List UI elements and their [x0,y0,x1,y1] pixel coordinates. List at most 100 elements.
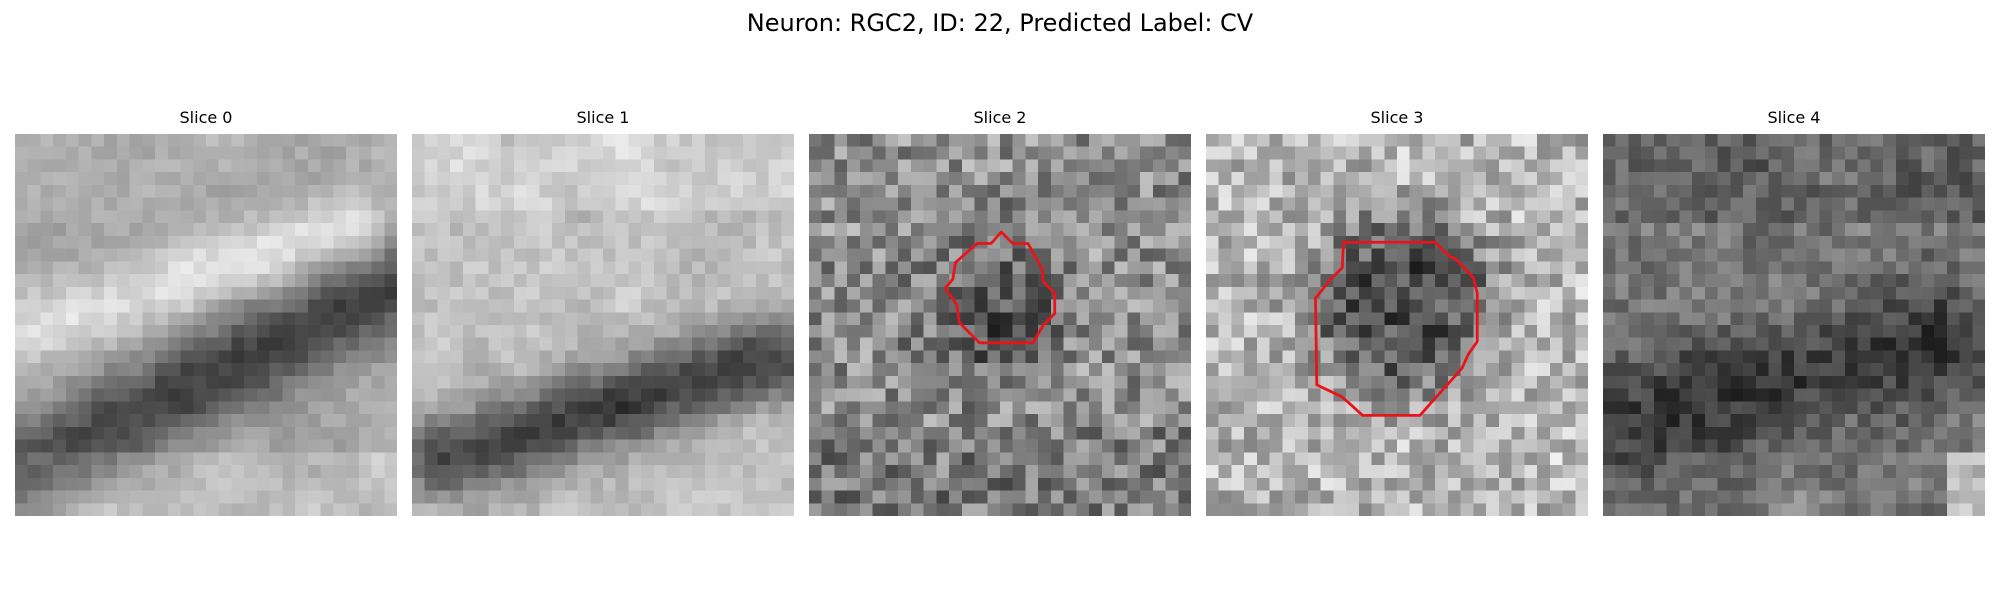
image-pixel [269,363,283,377]
image-pixel [155,401,169,415]
image-pixel [15,146,28,160]
image-pixel [27,490,41,504]
image-pixel [1050,197,1064,211]
image-pixel [1218,452,1232,466]
image-pixel [1206,490,1219,504]
image-pixel [1333,439,1347,453]
image-pixel [1666,312,1680,326]
image-pixel [1857,248,1871,262]
image-pixel [1397,223,1410,237]
image-pixel [475,350,489,364]
image-pixel [1549,452,1563,466]
image-pixel [1934,248,1948,262]
image-pixel [847,477,861,491]
image-pixel [256,312,270,326]
image-pixel [1511,210,1525,224]
image-pixel [1371,248,1385,262]
image-pixel [1653,414,1667,428]
image-pixel [539,337,553,351]
image-pixel [1114,452,1128,466]
image-pixel [1679,274,1693,288]
image-pixel [1641,439,1655,453]
image-pixel [577,426,591,440]
image-pixel [1152,337,1166,351]
image-pixel [821,414,835,428]
image-pixel [1101,159,1115,173]
image-pixel [1628,286,1642,300]
image-pixel [1641,235,1655,249]
image-pixel [564,388,578,402]
image-pixel [1549,325,1563,338]
slice-panel-4: Slice 4 [1603,108,1985,516]
image-pixel [1511,477,1525,491]
image-pixel [412,146,425,160]
image-pixel [1549,375,1563,389]
image-pixel [15,401,28,415]
image-pixel [564,235,578,249]
image-pixel [1908,299,1922,313]
image-pixel [53,286,67,300]
image-pixel [488,388,502,402]
image-pixel [539,350,553,364]
image-pixel [1628,172,1642,186]
image-pixel [1486,401,1500,415]
image-pixel [462,325,476,338]
image-pixel [1575,477,1588,491]
image-pixel [885,172,899,186]
image-pixel [333,184,347,198]
image-pixel [282,477,296,491]
image-pixel [1140,210,1154,224]
image-pixel [1000,452,1013,466]
image-pixel [1114,261,1128,275]
image-pixel [295,312,309,326]
image-pixel [1717,274,1731,288]
image-pixel [1256,363,1270,377]
image-pixel [859,490,873,504]
image-pixel [1165,134,1179,147]
image-pixel [206,274,219,288]
image-pixel [256,261,270,275]
image-pixel [1549,134,1563,147]
image-pixel [1743,337,1757,351]
image-pixel [615,337,629,351]
image-pixel [1946,159,1960,173]
image-pixel [424,312,438,326]
image-pixel [961,274,975,288]
image-pixel [1603,286,1616,300]
image-pixel [1320,235,1334,249]
image-pixel [1679,210,1693,224]
image-pixel [1717,452,1731,466]
image-pixel [628,184,642,198]
image-pixel [1857,439,1871,453]
image-pixel [1679,325,1693,338]
image-pixel [91,452,105,466]
image-pixel [577,350,591,364]
image-pixel [1908,490,1922,504]
image-pixel [1244,286,1258,300]
image-pixel [1473,414,1487,428]
image-pixel [910,363,924,377]
image-pixel [1641,452,1655,466]
image-pixel [1140,172,1154,186]
image-pixel [1844,299,1858,313]
image-pixel [539,414,553,428]
image-pixel [1537,223,1551,237]
image-pixel [1127,375,1141,389]
image-pixel [155,146,169,160]
image-pixel [1870,299,1884,313]
image-pixel [1832,261,1846,275]
image-pixel [666,197,680,211]
image-pixel [307,223,321,237]
image-pixel [1397,325,1410,338]
image-pixel [462,375,476,389]
image-pixel [307,159,321,173]
image-pixel [65,350,79,364]
image-pixel [1615,184,1629,198]
image-pixel [539,452,553,466]
image-pixel [653,465,667,479]
image-pixel [412,223,425,237]
image-pixel [1641,223,1655,237]
image-pixel [859,503,873,516]
image-pixel [488,210,502,224]
image-pixel [1178,388,1191,402]
